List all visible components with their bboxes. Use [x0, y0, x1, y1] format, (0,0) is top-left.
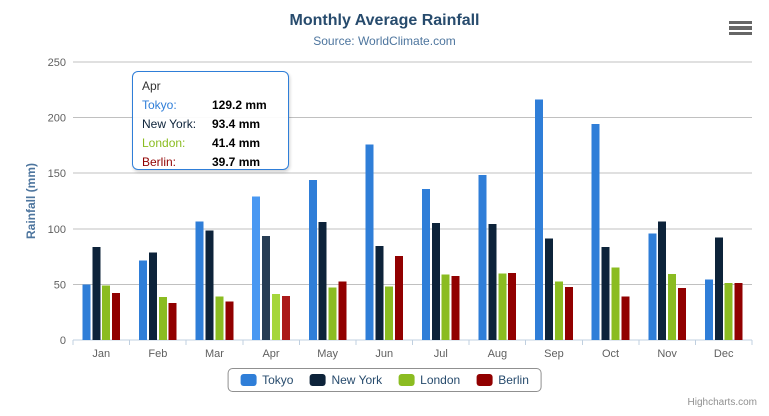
export-menu-button[interactable]	[729, 21, 752, 35]
bar-tokyo-feb[interactable]	[139, 260, 148, 340]
bar-newyork-feb[interactable]	[148, 252, 157, 340]
y-axis-tick-label: 150	[48, 168, 66, 180]
bar-berlin-jan[interactable]	[112, 292, 121, 340]
legend-item-newyork[interactable]: New York	[309, 373, 382, 387]
bar-tokyo-dec[interactable]	[704, 279, 713, 340]
bar-berlin-may[interactable]	[338, 281, 347, 340]
bar-newyork-apr[interactable]	[262, 236, 271, 340]
bar-tokyo-jan[interactable]	[82, 284, 91, 340]
y-axis-title: Rainfall (mm)	[24, 162, 38, 240]
bar-tokyo-may[interactable]	[308, 179, 317, 340]
bar-tokyo-aug[interactable]	[478, 174, 487, 340]
bar-newyork-oct[interactable]	[601, 247, 610, 340]
y-axis-tick-label: 0	[60, 335, 66, 347]
bar-tokyo-jun[interactable]	[365, 144, 374, 340]
bar-tokyo-mar[interactable]	[195, 221, 204, 340]
x-axis-category-label: Apr	[262, 348, 279, 360]
x-axis-category-label: Jun	[375, 348, 393, 360]
hamburger-menu-icon	[729, 31, 752, 35]
bar-newyork-nov[interactable]	[658, 221, 667, 340]
bar-berlin-feb[interactable]	[168, 303, 177, 340]
legend-symbol-icon	[398, 374, 415, 386]
bar-london-oct[interactable]	[611, 267, 620, 340]
hamburger-menu-icon	[729, 26, 752, 30]
bar-london-jan[interactable]	[102, 285, 111, 340]
legend-symbol-icon	[476, 374, 493, 386]
x-axis-category-label: Mar	[205, 348, 224, 360]
bar-london-dec[interactable]	[724, 283, 733, 340]
x-axis-category-label: Oct	[602, 348, 619, 360]
bar-tokyo-oct[interactable]	[591, 124, 600, 340]
bar-newyork-mar[interactable]	[205, 230, 214, 340]
x-axis-category-label: Dec	[714, 348, 734, 360]
bar-london-sep[interactable]	[554, 281, 563, 340]
legend-item-berlin[interactable]: Berlin	[476, 373, 529, 387]
bar-newyork-aug[interactable]	[488, 224, 497, 340]
legend: Tokyo New York London Berlin	[227, 368, 542, 392]
y-axis-tick-label: 250	[48, 57, 66, 69]
bar-tokyo-sep[interactable]	[535, 99, 544, 341]
x-axis-category-label: Nov	[657, 348, 677, 360]
chart-subtitle: Source: WorldClimate.com	[313, 34, 456, 48]
bar-tokyo-apr[interactable]	[252, 196, 261, 340]
bar-berlin-oct[interactable]	[621, 296, 630, 340]
y-axis-tick-label: 100	[48, 224, 66, 236]
legend-item-london[interactable]: London	[398, 373, 460, 387]
legend-item-tokyo[interactable]: Tokyo	[240, 373, 293, 387]
bar-london-apr[interactable]	[271, 293, 280, 340]
bar-berlin-jul[interactable]	[451, 276, 460, 340]
bar-berlin-nov[interactable]	[677, 287, 686, 340]
y-axis-tick-label: 50	[54, 279, 66, 291]
bar-berlin-dec[interactable]	[734, 283, 743, 340]
bar-london-aug[interactable]	[498, 273, 507, 340]
legend-label: Tokyo	[262, 373, 294, 387]
bar-berlin-mar[interactable]	[225, 301, 234, 340]
legend-label: New York	[331, 373, 383, 387]
hamburger-menu-icon	[729, 21, 752, 25]
x-axis-category-label: May	[317, 348, 338, 360]
legend-symbol-icon	[309, 374, 326, 386]
x-axis-category-label: Aug	[488, 348, 508, 360]
legend-label: Berlin	[498, 373, 529, 387]
bar-tokyo-nov[interactable]	[648, 233, 657, 340]
bar-london-nov[interactable]	[668, 274, 677, 340]
bar-berlin-apr[interactable]	[281, 295, 290, 340]
x-axis-category-label: Feb	[148, 348, 167, 360]
bar-london-mar[interactable]	[215, 296, 224, 340]
bar-london-may[interactable]	[328, 287, 337, 340]
legend-symbol-icon	[240, 374, 257, 386]
bar-london-jul[interactable]	[441, 274, 450, 340]
bar-berlin-aug[interactable]	[508, 272, 517, 340]
chart-title: Monthly Average Rainfall	[289, 12, 480, 29]
bar-newyork-dec[interactable]	[714, 237, 723, 340]
bar-newyork-jun[interactable]	[375, 246, 384, 340]
bar-london-jun[interactable]	[385, 286, 394, 340]
bar-newyork-jan[interactable]	[92, 247, 101, 340]
bar-berlin-jun[interactable]	[395, 256, 404, 340]
y-axis-tick-label: 200	[48, 113, 66, 125]
x-axis-category-label: Sep	[544, 348, 564, 360]
bar-newyork-sep[interactable]	[545, 238, 554, 340]
bar-newyork-may[interactable]	[318, 222, 327, 340]
bar-berlin-sep[interactable]	[564, 287, 573, 340]
legend-label: London	[420, 373, 461, 387]
x-axis-category-label: Jul	[434, 348, 448, 360]
credits-link[interactable]: Highcharts.com	[687, 397, 757, 408]
bar-tokyo-jul[interactable]	[421, 189, 430, 340]
bar-newyork-jul[interactable]	[431, 223, 440, 340]
bar-london-feb[interactable]	[158, 296, 167, 340]
x-axis-category-label: Jan	[92, 348, 110, 360]
